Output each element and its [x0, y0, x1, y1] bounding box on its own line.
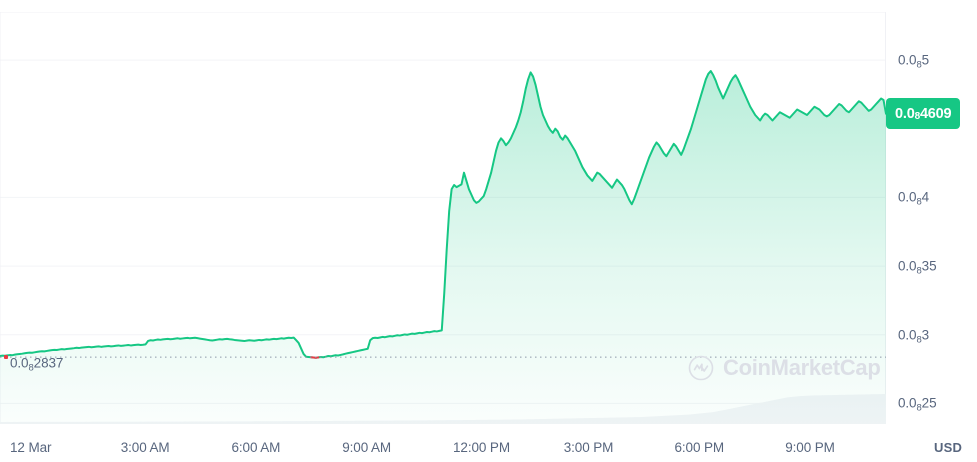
- y-tick-label-1: 0.084: [898, 189, 930, 208]
- open-price-label: 0.082837: [10, 355, 64, 374]
- x-tick-label-3: 9:00 AM: [342, 440, 392, 455]
- x-tick-label-4: 12:00 PM: [453, 440, 510, 455]
- current-price-badge: 0.0 8 4609: [886, 98, 961, 130]
- chart-svg: [0, 12, 886, 424]
- x-tick-label-7: 9:00 PM: [785, 440, 835, 455]
- y-tick-label-4: 0.0825: [898, 395, 937, 414]
- x-tick-label-6: 6:00 PM: [674, 440, 725, 455]
- x-tick-label-1: 3:00 AM: [120, 440, 170, 455]
- chart-plot-area[interactable]: [0, 12, 886, 424]
- x-tick-label-5: 3:00 PM: [563, 440, 614, 455]
- y-tick-label-2: 0.0835: [898, 258, 937, 277]
- price-line: [0, 70, 886, 359]
- y-tick-label-3: 0.083: [898, 327, 930, 346]
- y-tick-label-0: 0.085: [898, 52, 930, 71]
- x-axis: 12 Mar 3:00 AM 6:00 AM 9:00 AM 12:00 PM 3:00 …: [0, 434, 886, 462]
- currency-label: USD: [934, 440, 963, 455]
- x-tick-label-0: 12 Mar: [10, 440, 52, 455]
- price-area-fill: [0, 71, 886, 424]
- x-tick-label-2: 6:00 AM: [231, 440, 281, 455]
- y-axis: 0.085 0.084 0.0835 0.083 0.0825: [886, 0, 977, 424]
- open-price-marker: [4, 355, 8, 360]
